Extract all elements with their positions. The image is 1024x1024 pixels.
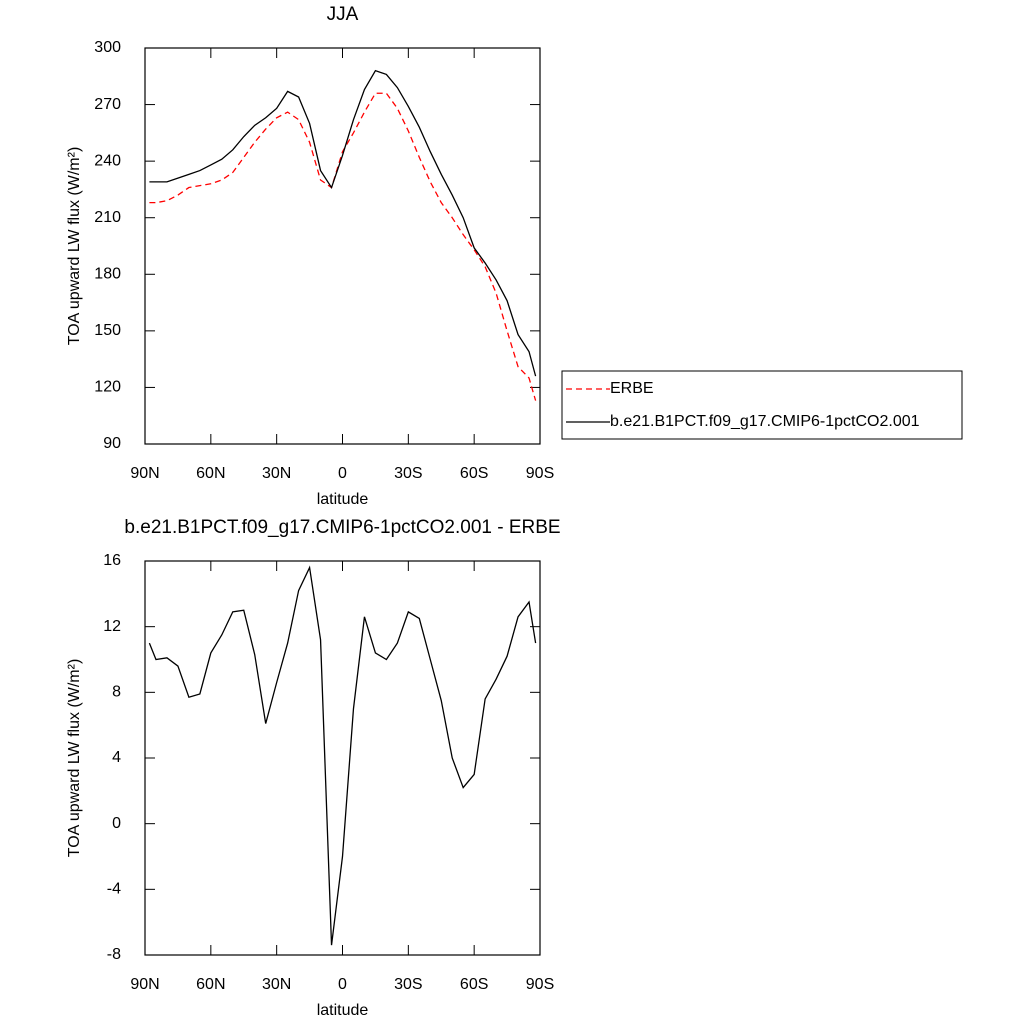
y-tick-label: -4 <box>107 881 121 898</box>
x-tick-label: 60N <box>196 976 225 993</box>
x-tick-label: 30N <box>262 976 291 993</box>
legend-box <box>561 370 963 440</box>
y-tick-label: 150 <box>94 322 121 339</box>
x-tick-label: 60N <box>196 465 225 482</box>
x-axis-label: latitude <box>317 1002 369 1019</box>
legend-label: b.e21.B1PCT.f09_g17.CMIP6-1pctCO2.001 <box>610 413 920 430</box>
plot-frame <box>144 47 541 445</box>
x-tick-label: 60S <box>460 976 488 993</box>
y-axis-label: TOA upward LW flux (W/m²) <box>66 147 83 346</box>
x-tick-label: 90S <box>526 465 554 482</box>
y-tick-label: 0 <box>112 815 121 832</box>
y-tick-label: 8 <box>112 684 121 701</box>
y-tick-label: 4 <box>112 749 121 766</box>
y-tick-label: 120 <box>94 379 121 396</box>
y-tick-label: 300 <box>94 39 121 56</box>
chart-title: b.e21.B1PCT.f09_g17.CMIP6-1pctCO2.001 - … <box>124 517 560 538</box>
x-tick-label: 90S <box>526 976 554 993</box>
x-tick-label: 30S <box>394 976 422 993</box>
chart-title: JJA <box>327 4 359 25</box>
y-axis-label: TOA upward LW flux (W/m²) <box>66 659 83 858</box>
y-tick-label: 16 <box>103 552 121 569</box>
data-line <box>148 565 537 946</box>
x-tick-label: 0 <box>338 976 347 993</box>
x-tick-label: 90N <box>130 976 159 993</box>
x-tick-label: 90N <box>130 465 159 482</box>
legend-label: ERBE <box>610 380 654 397</box>
x-tick-label: 60S <box>460 465 488 482</box>
x-tick-label: 30S <box>394 465 422 482</box>
y-tick-label: 180 <box>94 266 121 283</box>
x-tick-label: 0 <box>338 465 347 482</box>
y-tick-label: 240 <box>94 152 121 169</box>
x-axis-label: latitude <box>317 491 369 508</box>
y-tick-label: -8 <box>107 946 121 963</box>
plot-frame <box>144 560 541 956</box>
data-line <box>149 69 537 377</box>
y-tick-label: 90 <box>103 435 121 452</box>
x-tick-label: 30N <box>262 465 291 482</box>
data-line <box>149 92 537 401</box>
y-tick-label: 270 <box>94 96 121 113</box>
y-tick-label: 210 <box>94 209 121 226</box>
y-tick-label: 12 <box>103 618 121 635</box>
